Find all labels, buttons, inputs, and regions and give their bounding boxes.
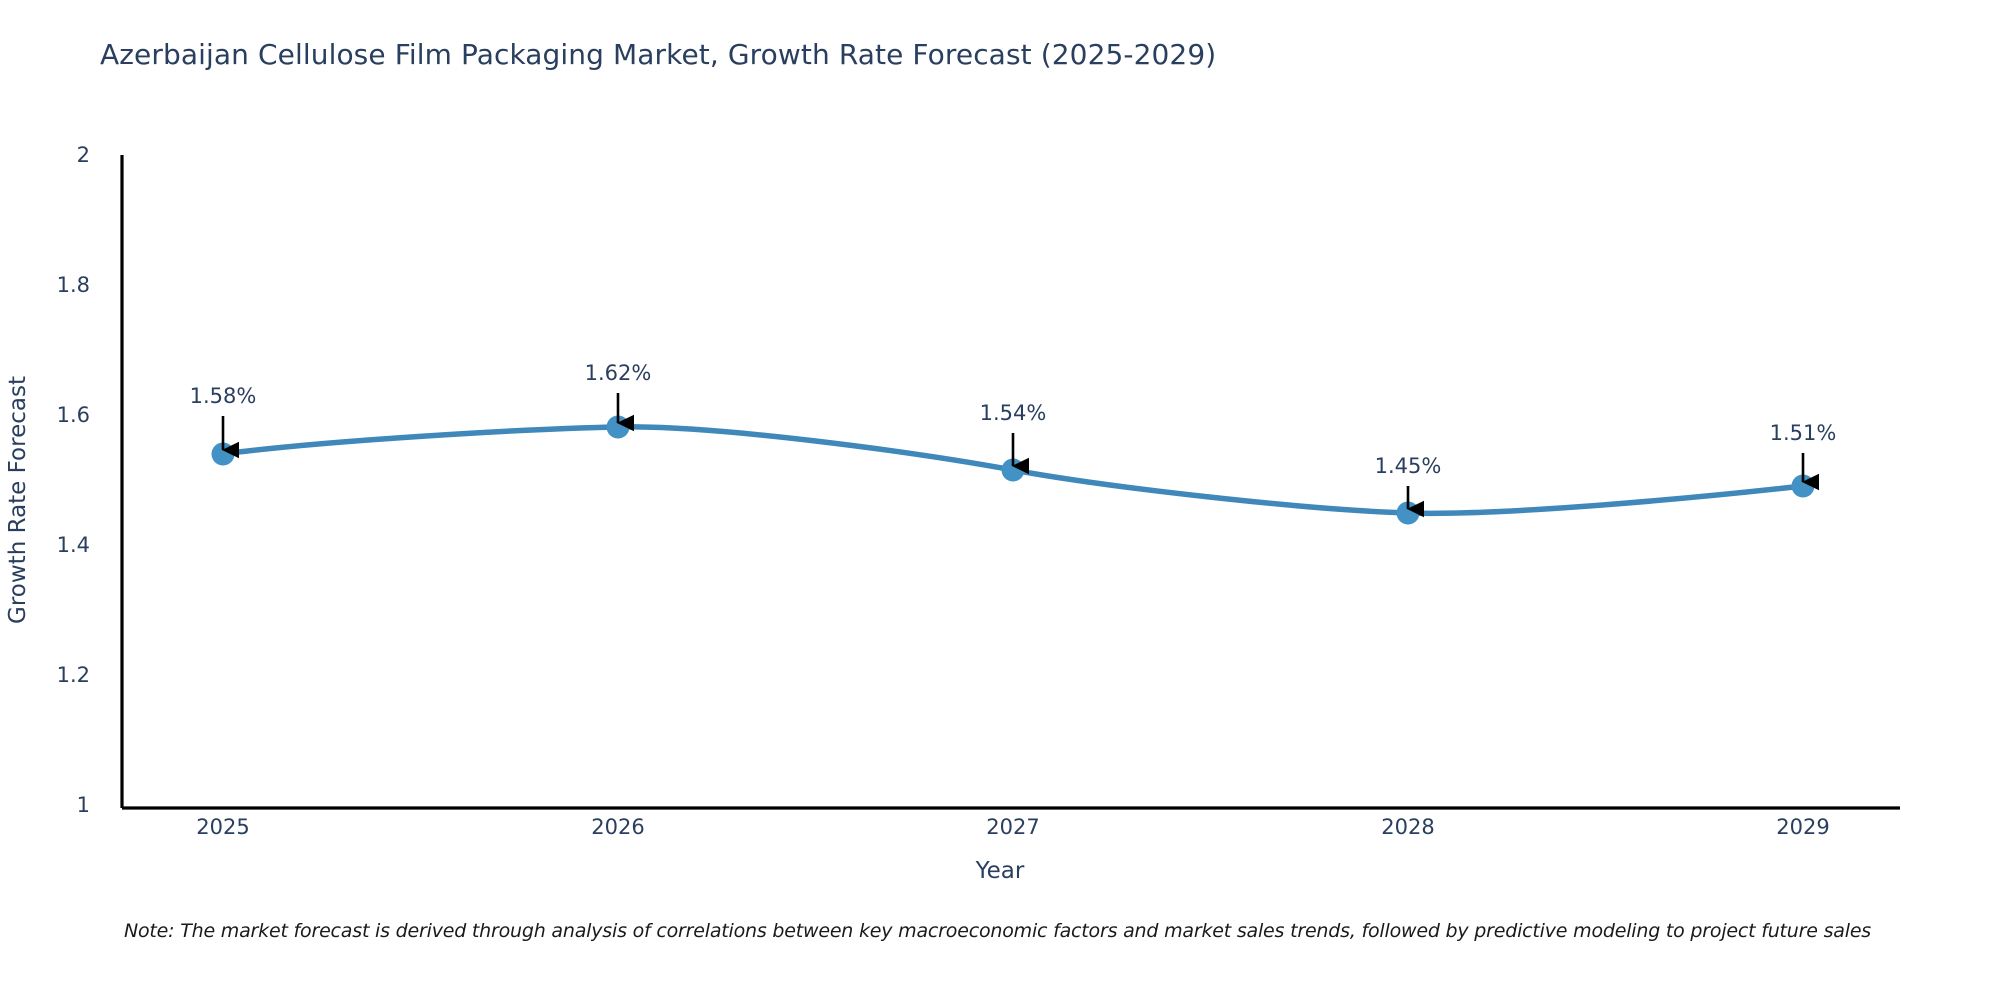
y-tick-label-1-6: 1.6 — [56, 403, 90, 427]
data-label-2027: 1.54% — [979, 401, 1047, 425]
y-tick-label-1-2: 1.2 — [56, 663, 90, 687]
x-tick-label-2027: 2027 — [986, 815, 1040, 839]
x-tick-label-2029: 2029 — [1776, 815, 1830, 839]
data-label-2026: 1.62% — [584, 361, 652, 385]
chart-title: Azerbaijan Cellulose Film Packaging Mark… — [100, 38, 1217, 71]
y-tick-label-1-4: 1.4 — [56, 533, 90, 557]
y-tick-label-2: 2 — [76, 143, 90, 167]
data-label-2025: 1.58% — [189, 384, 257, 408]
chart-footnote: Note: The market forecast is derived thr… — [124, 920, 1872, 942]
data-label-2029: 1.51% — [1769, 421, 1837, 445]
y-tick-label-1: 1 — [76, 793, 90, 817]
x-axis-title: Year — [975, 858, 1025, 884]
x-tick-label-2026: 2026 — [591, 815, 645, 839]
x-tick-label-2028: 2028 — [1381, 815, 1435, 839]
data-label-2028: 1.45% — [1374, 454, 1442, 478]
y-tick-label-1-8: 1.8 — [56, 273, 90, 297]
x-tick-label-2025: 2025 — [196, 815, 250, 839]
